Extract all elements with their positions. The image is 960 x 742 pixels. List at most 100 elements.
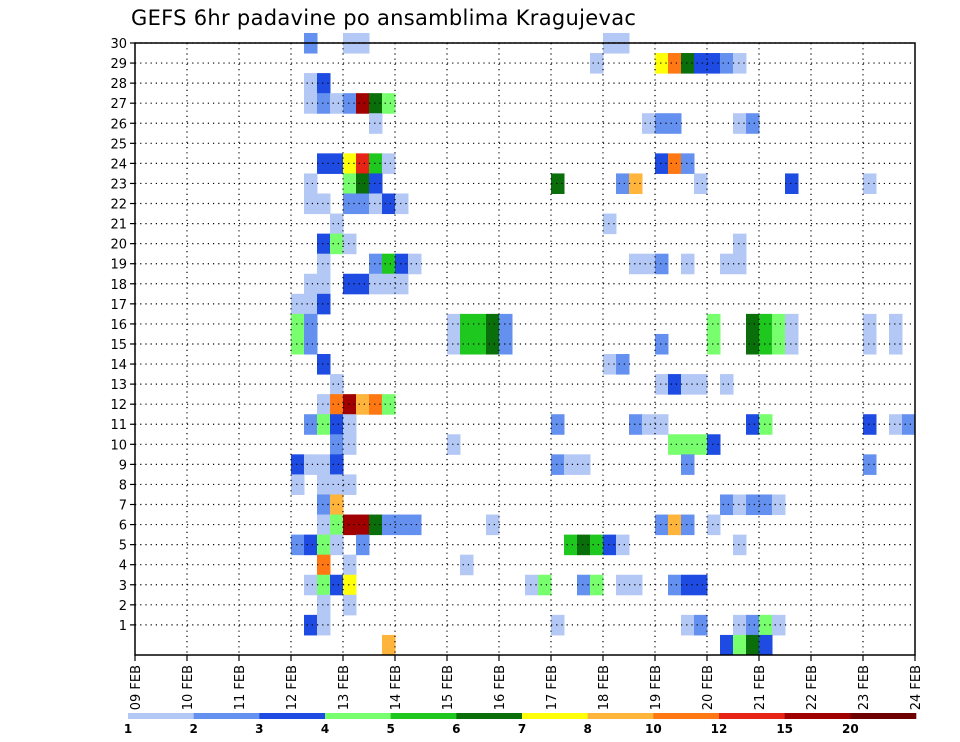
y-tick-label: 4 [119,559,127,574]
heatmap-cell [733,253,747,275]
heatmap-cell [707,313,721,335]
heatmap-cell [681,574,695,596]
heatmap-cell [304,333,318,355]
heatmap-cell [291,293,305,315]
heatmap-cell [460,313,474,335]
heatmap-cell [629,414,643,435]
heatmap-cell [694,374,708,395]
heatmap-cell [343,574,357,596]
heatmap-cell [681,253,695,275]
heatmap-cell [603,354,617,375]
heatmap-cell [408,514,422,536]
heatmap-cell [343,233,357,255]
heatmap-cell [486,313,500,335]
heatmap-cell [343,414,357,435]
heatmap-cell [369,173,383,194]
heatmap-cell [629,253,643,275]
heatmap-cell [304,614,318,636]
colorbar-segment [193,713,260,719]
heatmap-cell [590,53,604,74]
heatmap-cell [733,233,747,255]
heatmap-cell [356,273,370,295]
heatmap-cell [655,514,669,536]
heatmap-cell [317,534,331,556]
colorbar-segment [850,713,917,719]
heatmap-cell [317,414,331,435]
heatmap-cell [317,93,331,114]
heatmap-cell [733,53,747,74]
heatmap-cell [343,394,357,415]
heatmap-cell [317,273,331,295]
heatmap-cell [486,514,500,536]
colorbar-segment [522,713,588,719]
heatmap-cell [382,634,396,656]
x-tick-label: 21 FEB [753,665,768,710]
heatmap-cell [746,333,760,355]
y-tick-label: 11 [110,418,127,433]
colorbar-segment [456,713,523,719]
heatmap-cell [733,614,747,636]
heatmap-cell [356,193,370,215]
heatmap-cell [720,494,734,516]
heatmap-cell [447,434,461,455]
heatmap-cell [746,113,760,134]
colorbar-segment [325,713,391,719]
y-tick-label: 25 [110,137,127,152]
x-tick-label: 15 FEB [441,665,456,710]
y-tick-label: 6 [119,519,127,534]
heatmap-cell [330,494,344,516]
heatmap-cell [759,614,773,636]
heatmap-cell [395,193,409,215]
heatmap-cell [317,394,331,415]
y-tick-label: 16 [110,318,127,333]
heatmap-cell [343,474,357,495]
heatmap-cell [668,374,682,395]
heatmap-cell [655,374,669,395]
heatmap-cell [733,634,747,656]
heatmap-cell [551,614,565,636]
x-tick-label: 19 FEB [649,665,664,710]
heatmap-cell [369,113,383,134]
heatmap-cell [616,534,630,556]
x-tick-label: 16 FEB [493,665,508,710]
heatmap-cell [317,474,331,495]
heatmap-cell [317,73,331,94]
heatmap-cell [772,333,786,355]
heatmap-cell [772,614,786,636]
heatmap-cell [642,113,656,134]
heatmap-cell [343,93,357,114]
y-tick-label: 14 [110,358,127,373]
heatmap-cell [863,333,877,355]
heatmap-cell [629,574,643,596]
colorbar-segment [128,713,194,719]
heatmap-cell [889,333,903,355]
heatmap-cell [343,554,357,576]
heatmap-cell [681,614,695,636]
heatmap-cell [304,93,318,114]
heatmap-cell [330,153,344,174]
heatmap-cell [382,514,396,536]
heatmap-cell [655,153,669,174]
heatmap-cell [356,394,370,415]
x-tick-label: 09 FEB [129,665,144,710]
heatmap-cell [863,414,877,435]
heatmap-cell [616,574,630,596]
heatmap-cell [369,193,383,215]
heatmap-cell [525,574,539,596]
colorbar-segment [390,713,457,719]
x-tick-label: 11 FEB [233,665,248,710]
y-tick-label: 15 [110,338,127,353]
heatmap-cell [382,193,396,215]
colorbar-label: 12 [711,722,728,736]
heatmap-cell [668,514,682,536]
heatmap-cell [551,173,565,194]
heatmap-cell [655,333,669,355]
heatmap-cell [317,233,331,255]
heatmap-cell [733,494,747,516]
heatmap-cell [746,313,760,335]
heatmap-cell [291,534,305,556]
heatmap-cell [759,313,773,335]
heatmap-cell [304,193,318,215]
heatmap-cell [304,293,318,315]
heatmap-cell [720,634,734,656]
